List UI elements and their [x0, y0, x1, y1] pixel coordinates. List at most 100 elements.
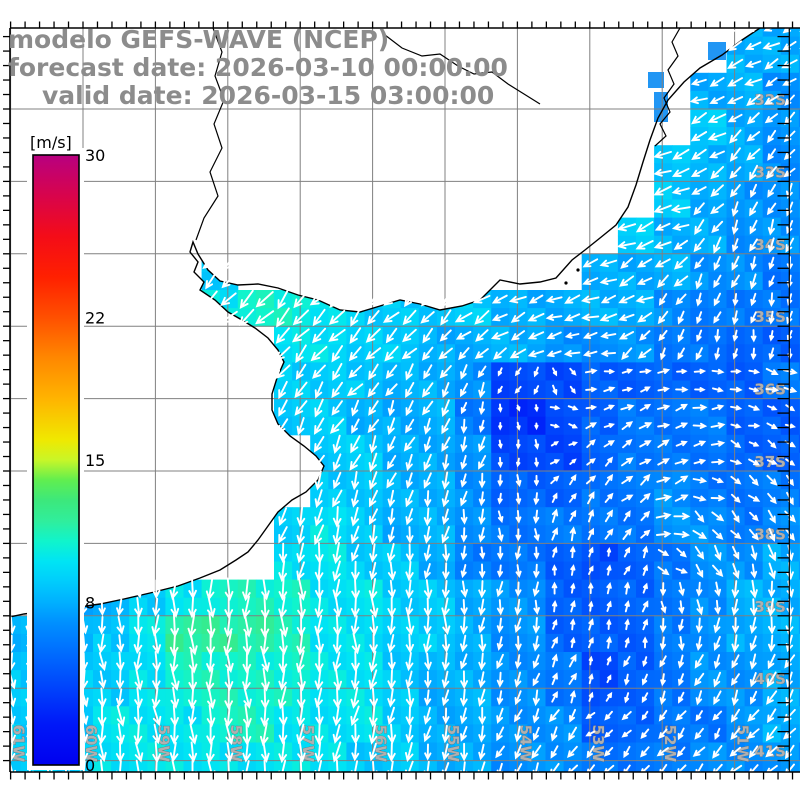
wind-arrow: [385, 327, 398, 344]
wind-arrow: [588, 655, 594, 666]
wind-arrow: [642, 545, 649, 559]
wind-arrow: [98, 742, 107, 763]
wind-arrow: [730, 493, 741, 504]
wind-arrow: [423, 507, 432, 527]
wind-arrow: [708, 150, 725, 159]
wind-arrow: [421, 382, 434, 398]
wind-arrow: [460, 490, 468, 507]
wind-arrow: [224, 704, 233, 728]
wind-arrow: [675, 403, 688, 412]
wind-arrow: [491, 313, 508, 322]
field-cell: [10, 760, 22, 772]
wind-arrow: [296, 631, 306, 656]
wind-arrow: [478, 419, 485, 433]
wind-arrow: [731, 617, 740, 634]
wind-arrow: [423, 615, 432, 635]
wind-arrow: [712, 763, 723, 772]
wind-arrow: [656, 476, 672, 483]
wind-arrow: [606, 564, 612, 576]
wind-arrow: [616, 223, 637, 232]
wind-arrow: [515, 528, 522, 542]
wind-arrow: [726, 96, 744, 105]
wind-arrow: [729, 129, 742, 144]
wind-arrow: [405, 508, 414, 526]
wind-arrow: [588, 565, 594, 575]
field-cell: [798, 416, 800, 436]
wind-arrow: [639, 492, 651, 503]
wind-arrow: [255, 310, 275, 325]
wind-arrow: [545, 313, 563, 321]
wind-arrow: [460, 726, 468, 742]
field-cell: [10, 724, 22, 743]
wind-arrow: [278, 759, 287, 772]
wind-arrow: [711, 220, 724, 234]
wind-arrow: [116, 579, 125, 599]
field-cell: [798, 28, 800, 38]
wind-arrow: [694, 219, 705, 235]
wind-arrow: [224, 741, 234, 763]
field-cell: [780, 28, 800, 38]
wind-arrow: [422, 327, 434, 344]
wind-arrow: [514, 367, 522, 377]
wind-arrow: [713, 274, 722, 289]
wind-arrow: [730, 475, 742, 485]
wind-arrow: [569, 367, 577, 376]
wind-arrow: [692, 746, 706, 757]
wind-arrow: [564, 294, 581, 304]
wind-arrow: [642, 636, 648, 649]
wind-arrow: [514, 385, 522, 394]
wind-arrow: [313, 417, 325, 435]
island-dot: [576, 268, 580, 272]
wind-arrow: [534, 422, 539, 431]
wind-arrow: [439, 365, 452, 379]
wind-arrow: [657, 458, 670, 466]
wind-arrow: [619, 275, 635, 287]
wind-arrow: [350, 544, 360, 562]
wind-arrow: [637, 348, 652, 359]
wind-arrow: [676, 746, 686, 758]
wind-arrow: [600, 350, 617, 357]
wind-arrow: [478, 617, 486, 634]
wind-arrow: [382, 311, 400, 323]
wind-arrow: [660, 600, 667, 614]
wind-arrow: [441, 724, 450, 744]
field-cell: [798, 742, 800, 762]
wind-arrow: [606, 674, 612, 684]
wind-arrow: [460, 670, 469, 690]
wind-arrow: [749, 598, 758, 617]
wind-arrow: [515, 635, 522, 652]
lagoon-cell: [648, 72, 664, 88]
field-cell: [798, 326, 800, 345]
wind-arrow: [673, 512, 691, 520]
wind-arrow: [640, 510, 651, 522]
wind-arrow: [188, 723, 198, 745]
wind-arrow: [586, 439, 596, 449]
wind-arrow: [423, 725, 432, 743]
field-cell: [798, 489, 800, 508]
wind-arrow: [387, 579, 396, 599]
wind-arrow: [744, 78, 763, 87]
wind-arrow: [423, 563, 431, 580]
wind-arrow: [750, 545, 758, 561]
wind-arrow: [387, 652, 396, 671]
wind-arrow: [675, 567, 688, 574]
wind-arrow: [242, 577, 251, 602]
wind-arrow: [328, 328, 346, 342]
wind-arrow: [604, 492, 614, 503]
field-cell: [798, 235, 800, 255]
wind-arrow: [369, 742, 377, 762]
wind-arrow: [750, 563, 758, 579]
wind-arrow: [424, 670, 432, 689]
wind-arrow: [333, 668, 343, 691]
wind-arrow: [749, 273, 757, 290]
wind-arrow: [170, 686, 180, 709]
wind-arrow: [442, 634, 451, 653]
wind-arrow: [620, 257, 634, 269]
wind-arrow: [510, 330, 526, 341]
field-cell: [798, 633, 800, 653]
wind-arrow: [220, 292, 237, 307]
wind-arrow: [746, 94, 761, 107]
wind-arrow: [639, 330, 651, 341]
wind-arrow: [496, 636, 504, 651]
wind-arrow: [438, 347, 453, 360]
